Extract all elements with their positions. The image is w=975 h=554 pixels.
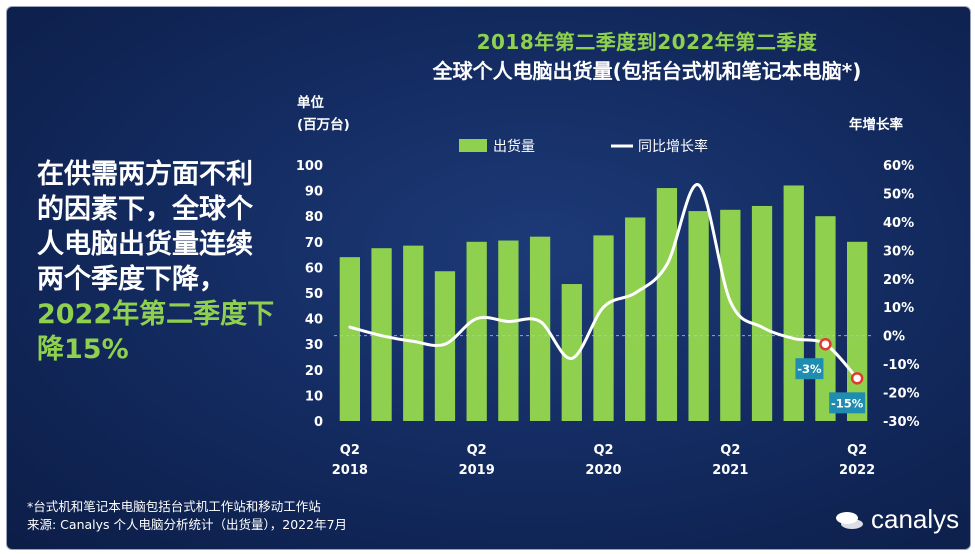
y2-tick-label: 40% (883, 216, 914, 231)
y-tick-label: 80 (305, 210, 323, 225)
x-tick-quarter: Q2 (340, 443, 360, 458)
shipment-bar (466, 241, 487, 421)
y-tick-label: 60 (305, 261, 323, 276)
shipment-bar (783, 185, 804, 421)
legend-bar-swatch (459, 139, 487, 152)
y2-tick-label: 30% (883, 244, 914, 259)
x-tick-year: 2019 (459, 463, 495, 478)
y2-tick-label: 0% (883, 330, 905, 345)
y2-tick-label: 10% (883, 301, 914, 316)
x-tick-quarter: Q2 (593, 443, 613, 458)
slide: 2018年第二季度到2022年第二季度 全球个人电脑出货量(包括台式机和笔记本电… (6, 6, 971, 550)
shipment-bar (625, 217, 646, 421)
canalys-logo-icon (836, 511, 863, 529)
legend-bar-label: 出货量 (493, 138, 535, 155)
y2-axis-label: 年增长率 (849, 116, 903, 133)
shipment-bar (403, 245, 424, 421)
y2-tick-label: 20% (883, 273, 914, 288)
y-tick-label: 20 (305, 364, 323, 379)
y2-tick-label: -10% (883, 358, 920, 373)
footnote-source: 来源: Canalys 个人电脑分析统计（出货量），2022年7月 (27, 517, 348, 532)
x-tick-quarter: Q2 (720, 443, 740, 458)
shipment-bar (339, 257, 360, 421)
chart-title-period: 2018年第二季度到2022年第二季度 (476, 30, 818, 54)
x-tick-year: 2021 (712, 463, 748, 478)
y2-tick-label: 50% (883, 187, 914, 202)
x-tick-quarter: Q2 (847, 443, 867, 458)
chart-title-main: 全球个人电脑出货量(包括台式机和笔记本电脑*) (432, 59, 862, 83)
footnote-definition: *台式机和笔记本电脑包括台式机工作站和移动工作站 (27, 499, 321, 514)
y-tick-label: 100 (296, 159, 323, 174)
y-tick-label: 70 (305, 236, 323, 251)
y-axis-label: 单位 (297, 94, 324, 111)
shipment-bar (561, 284, 582, 421)
y-tick-label: 90 (305, 185, 323, 200)
shipment-bar (498, 240, 519, 421)
canalys-logo: canalys (835, 504, 959, 535)
shipment-bar (751, 205, 773, 421)
growth-callout-label: -3% (797, 362, 822, 376)
y2-tick-label: -30% (883, 415, 920, 430)
growth-callout-box (829, 392, 866, 414)
legend-line-label: 同比增长率 (638, 138, 708, 155)
side-summary-text: 在供需两方面不利的因素下，全球个人电脑出货量连续两个季度下降， (37, 159, 253, 295)
y-axis-label-unit: (百万台) (297, 116, 350, 133)
shipment-bar (434, 271, 456, 421)
shipment-bar (688, 211, 709, 421)
x-tick-year: 2022 (839, 463, 875, 478)
y2-tick-label: 60% (883, 159, 914, 174)
side-summary: 在供需两方面不利的因素下，全球个人电脑出货量连续两个季度下降，2022年第二季度… (37, 157, 275, 367)
shipment-bar (593, 235, 614, 421)
x-tick-year: 2020 (585, 463, 621, 478)
growth-rate-line (348, 183, 859, 380)
shipment-bar (529, 236, 551, 421)
growth-marker (850, 372, 864, 385)
growth-callout-label: -15% (831, 396, 864, 410)
y-tick-label: 40 (305, 313, 323, 328)
shipment-bar (656, 188, 678, 421)
y-tick-label: 30 (305, 338, 323, 353)
y-tick-label: 50 (305, 287, 323, 302)
shipment-bar (720, 209, 741, 421)
x-tick-year: 2018 (332, 463, 368, 478)
shipment-bar (815, 216, 836, 421)
y-tick-label: 10 (305, 389, 323, 404)
growth-marker (819, 337, 832, 351)
x-tick-quarter: Q2 (467, 443, 487, 458)
y2-tick-label: -20% (883, 387, 920, 402)
growth-callout-box (795, 358, 824, 380)
canalys-logo-text: canalys (871, 504, 960, 534)
y-tick-label: 0 (314, 415, 323, 430)
side-summary-highlight: 2022年第二季度下降15% (37, 299, 275, 365)
